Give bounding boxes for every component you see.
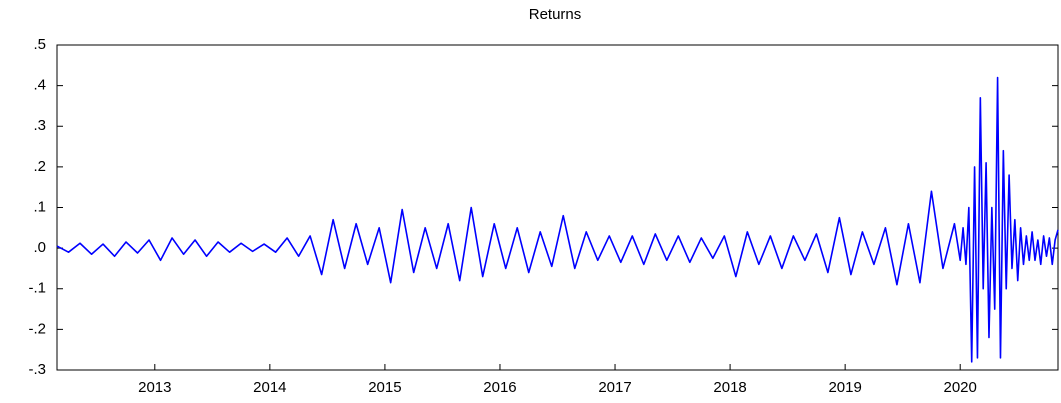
y-tick-label: -.3 xyxy=(28,361,46,378)
y-tick-label: .5 xyxy=(33,36,46,53)
y-tick-label: .4 xyxy=(33,77,46,94)
x-tick-label: 2020 xyxy=(944,379,977,396)
y-tick-label: .3 xyxy=(33,117,46,134)
x-tick-label: 2014 xyxy=(253,379,286,396)
chart-title: Returns xyxy=(529,6,582,23)
x-tick-label: 2017 xyxy=(598,379,631,396)
y-tick-label: .1 xyxy=(33,198,46,215)
data-line xyxy=(56,76,1059,363)
y-tick-label: -.2 xyxy=(28,320,46,337)
x-tick-label: 2016 xyxy=(483,379,516,396)
plot-frame xyxy=(56,44,1059,371)
y-tick-label: -.1 xyxy=(28,280,46,297)
x-tick-label: 2018 xyxy=(713,379,746,396)
x-tick-label: 2019 xyxy=(828,379,861,396)
y-tick-label: .2 xyxy=(33,158,46,175)
y-tick-label: .0 xyxy=(33,239,46,256)
x-tick-label: 2013 xyxy=(138,379,171,396)
x-tick-label: 2015 xyxy=(368,379,401,396)
